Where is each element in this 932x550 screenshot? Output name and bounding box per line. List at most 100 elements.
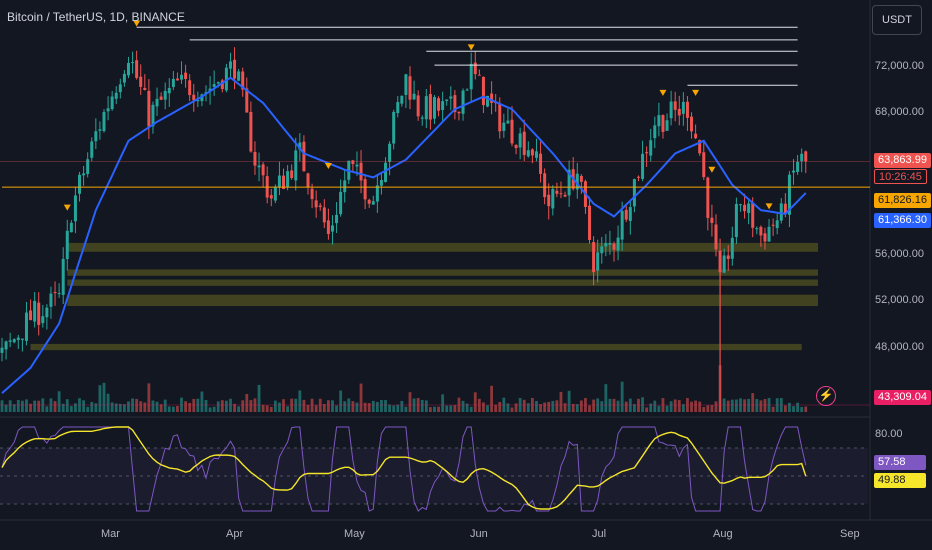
candle-body [294, 150, 298, 181]
volume-bar [367, 403, 371, 412]
candle-body [94, 131, 98, 142]
candle-body [685, 101, 689, 118]
candle-body [702, 152, 706, 178]
candle-body [787, 174, 791, 215]
candle-body [526, 150, 530, 157]
candle-body [534, 151, 538, 158]
volume-bar [665, 405, 669, 412]
candle-body [61, 258, 65, 295]
candle-body [677, 108, 681, 116]
volume-bar [155, 401, 159, 412]
volume-bar [200, 391, 204, 412]
candle-body [792, 170, 796, 173]
candle-body [645, 152, 649, 154]
time-axis-label: Jun [470, 528, 488, 540]
volume-bar [465, 403, 469, 412]
candle-body [408, 76, 412, 100]
candle-body [416, 95, 420, 117]
volume-bar [98, 385, 102, 412]
candle-body [355, 164, 359, 167]
volume-bar [681, 404, 685, 412]
candle-body [261, 164, 265, 176]
volume-bar [139, 401, 143, 412]
volume-bar [176, 405, 179, 412]
volume-bar [188, 402, 192, 412]
candle-body [551, 188, 555, 209]
candle-body [759, 226, 763, 236]
candle-body [90, 141, 94, 158]
volume-bar [310, 398, 314, 412]
pivot-marker-icon [708, 166, 716, 173]
candle-body [184, 72, 188, 80]
volume-bar [318, 398, 322, 412]
candle-body [628, 207, 632, 221]
candle-body [437, 98, 441, 111]
candle-body [200, 94, 204, 102]
volume-bar [208, 407, 212, 412]
volume-bar [53, 401, 57, 412]
volume-bar [792, 406, 795, 412]
candle-body [698, 140, 702, 154]
candle-body [600, 246, 604, 254]
volume-bar [57, 391, 61, 412]
volume-bar [555, 400, 559, 412]
volume-bar [604, 384, 608, 412]
volume-value-tag: 43,309.04 [874, 390, 931, 405]
candle-body [233, 59, 237, 79]
volume-bar [102, 382, 106, 412]
candle-body [514, 144, 518, 149]
volume-bar [351, 401, 355, 412]
candle-body [661, 115, 665, 132]
volume-bar [539, 404, 542, 412]
volume-bar [747, 398, 751, 412]
symbol-title[interactable]: Bitcoin / TetherUS, 1D, BINANCE [7, 10, 185, 24]
volume-bar [45, 406, 49, 412]
volume-bar [608, 398, 612, 412]
volume-bar [375, 401, 379, 412]
volume-bar [343, 401, 347, 412]
candle-body [722, 255, 726, 273]
volume-bar [314, 405, 318, 412]
candle-body [86, 159, 90, 175]
candle-body [530, 149, 534, 156]
candle-body [632, 179, 636, 207]
volume-bar [804, 406, 808, 412]
candle-body [335, 214, 339, 224]
candle-body [131, 62, 135, 64]
time-axis-label: Jul [592, 528, 607, 540]
pivot-marker-icon [692, 89, 700, 96]
candle-body [449, 96, 453, 99]
candle-body [539, 153, 543, 174]
candle-body [747, 203, 751, 214]
volume-bar [273, 400, 277, 412]
candle-body [24, 312, 28, 341]
volume-bar [755, 399, 759, 412]
candle-body [384, 162, 388, 182]
alert-bolt-icon[interactable]: ⚡ [816, 386, 836, 406]
volume-bar [694, 400, 697, 412]
candle-body [804, 151, 808, 162]
candle-body [37, 302, 41, 325]
volume-bar [257, 384, 261, 412]
volume-bar [363, 402, 367, 412]
candle-body [641, 153, 645, 179]
ma-value-tag: 61,366.30 [874, 213, 931, 228]
candle-body [102, 111, 106, 132]
volume-bar [118, 403, 122, 412]
candle-body [771, 224, 775, 226]
candle-body [432, 97, 436, 119]
volume-bar [25, 399, 28, 412]
candle-body [98, 129, 102, 131]
volume-bar [225, 400, 228, 412]
volume-bar [94, 403, 98, 412]
volume-bar [110, 402, 114, 412]
candle-body [506, 120, 510, 124]
candle-body [559, 193, 563, 195]
volume-bar [106, 393, 110, 412]
volume-bar [404, 406, 408, 412]
candle-body [180, 74, 184, 80]
currency-button[interactable]: USDT [872, 5, 922, 35]
volume-bar [265, 405, 269, 412]
candle-body [563, 194, 567, 197]
